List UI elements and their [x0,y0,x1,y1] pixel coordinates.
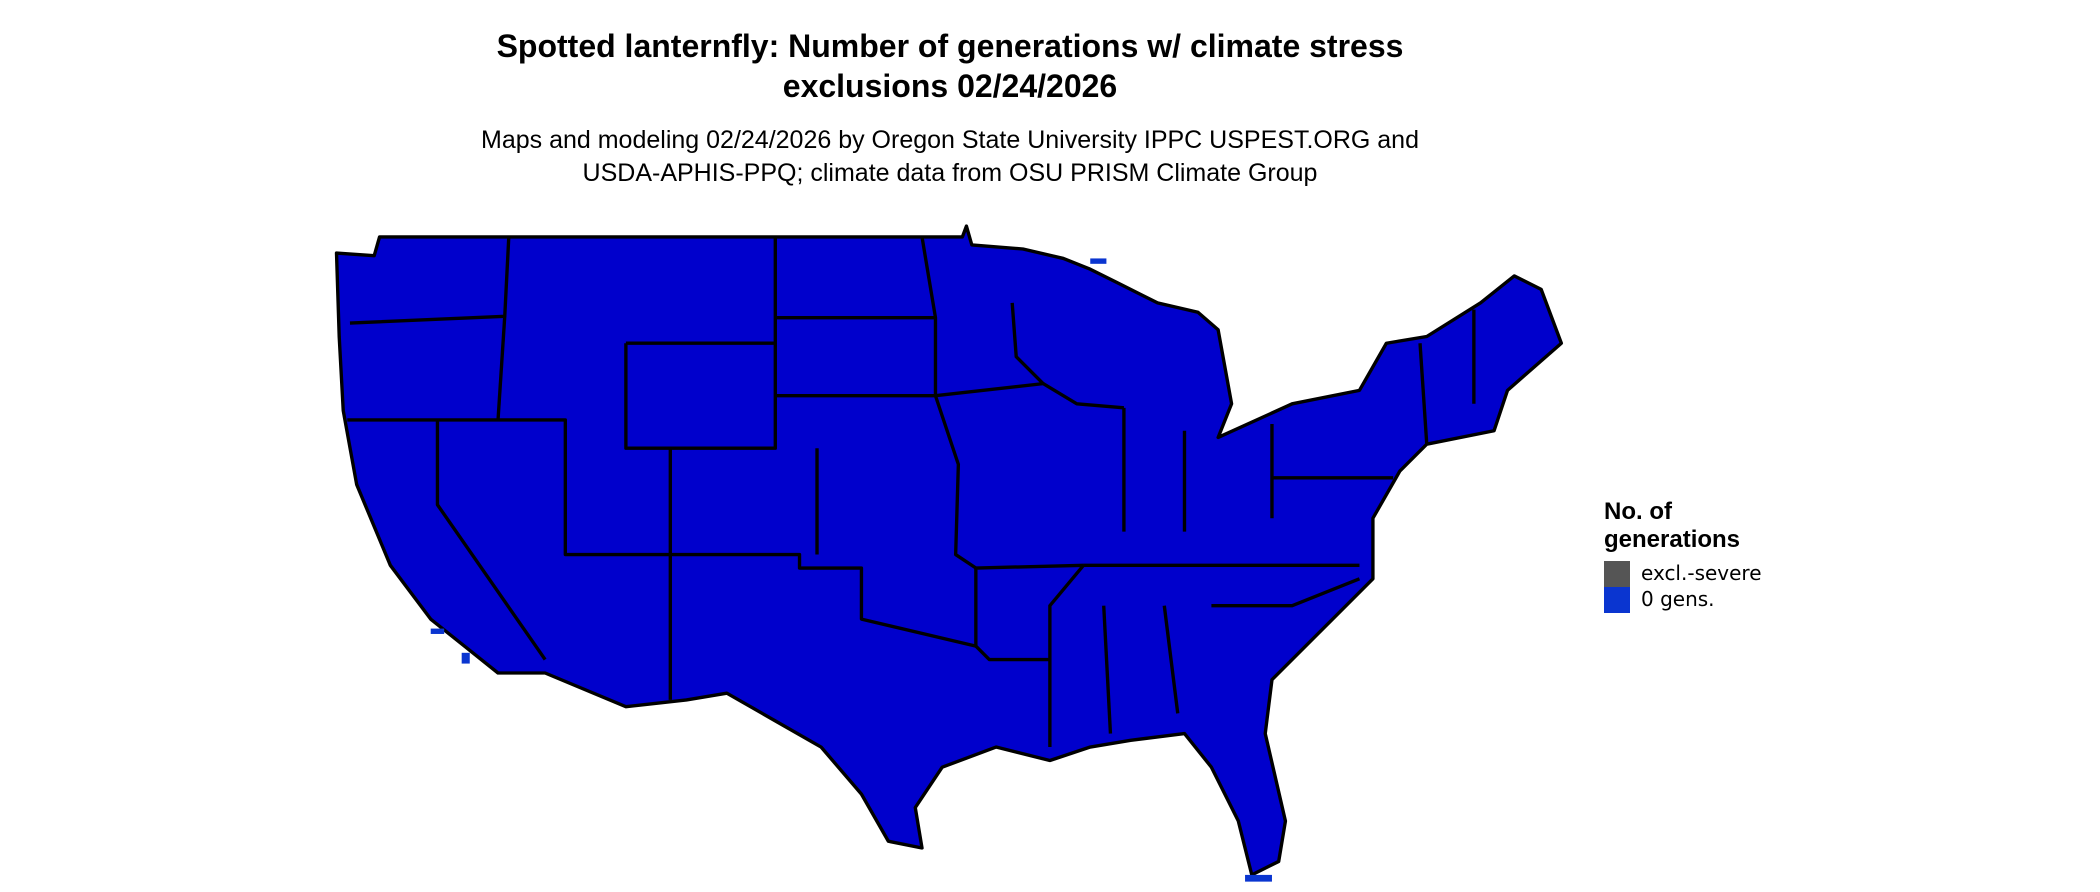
map [334,224,1564,882]
subtitle: Maps and modeling 02/24/2026 by Oregon S… [481,126,1419,154]
state-borders [347,236,1476,748]
subtitle: USDA-APHIS-PPQ; climate data from OSU PR… [583,159,1318,187]
legend-swatch [1604,561,1630,587]
title: exclusions 02/24/2026 [783,68,1117,104]
islands [430,258,1272,882]
us-outline [334,224,1564,877]
legend-title: No. of [1604,498,1673,525]
title: Spotted lanternfly: Number of generation… [497,28,1404,64]
legend-title: generations [1604,526,1740,553]
legend-label: excl.-severe [1641,561,1762,585]
legend-swatch [1604,587,1630,613]
legend-label: 0 gens. [1641,587,1715,611]
